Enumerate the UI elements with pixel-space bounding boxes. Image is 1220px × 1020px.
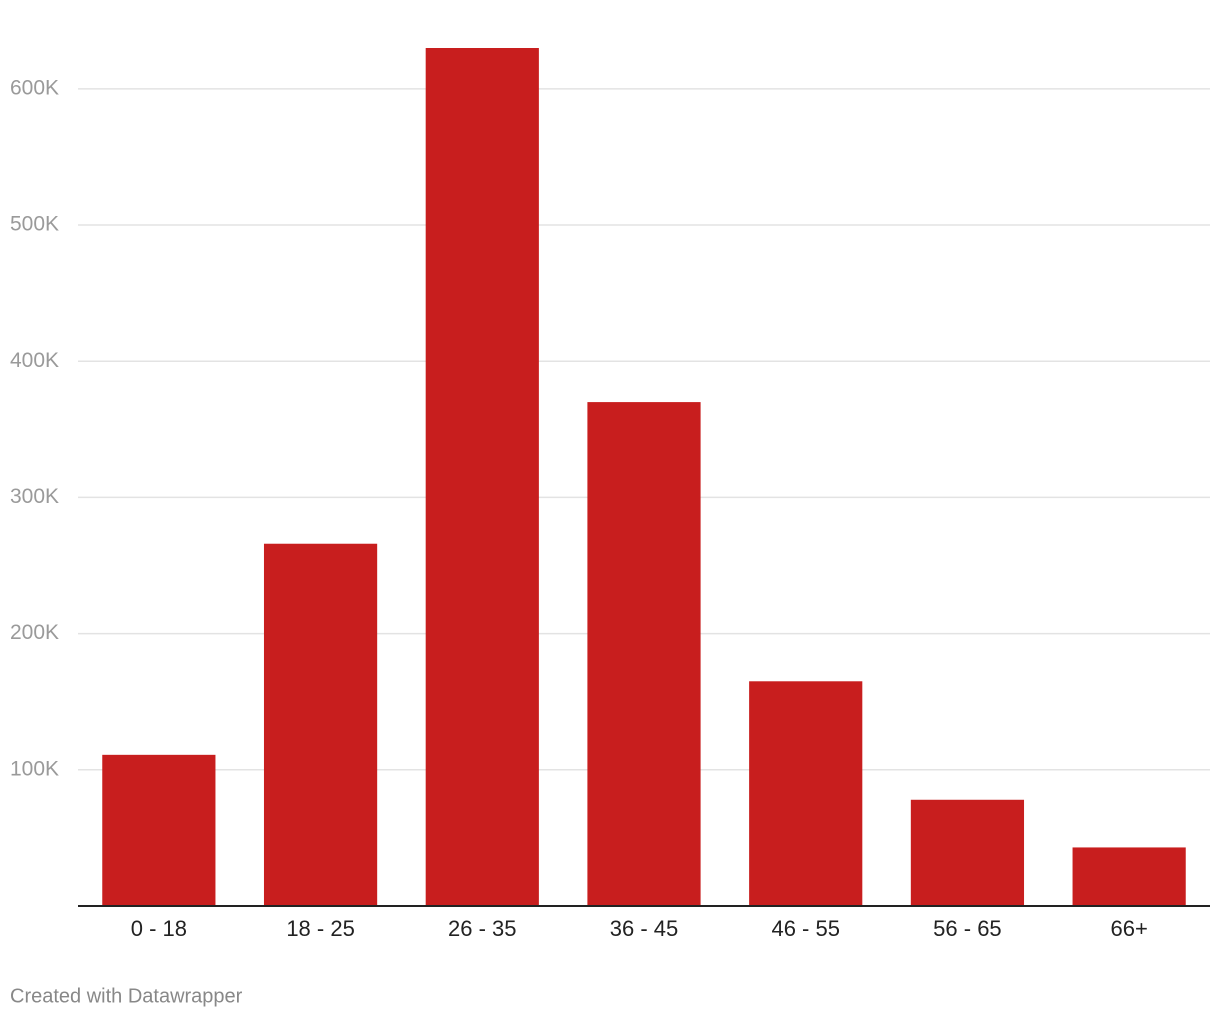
x-tick-label: 0 - 18 xyxy=(131,916,187,941)
y-tick-label: 400K xyxy=(10,349,59,372)
y-tick-label: 600K xyxy=(10,76,59,99)
y-tick-label: 200K xyxy=(10,621,59,644)
bar xyxy=(910,799,1025,906)
bar xyxy=(1072,847,1186,906)
bar xyxy=(587,402,701,906)
x-tick-label: 36 - 45 xyxy=(610,916,679,941)
bar xyxy=(425,48,539,906)
y-tick-label: 100K xyxy=(10,757,59,780)
x-tick-label: 46 - 55 xyxy=(771,916,840,941)
x-tick-label: 18 - 25 xyxy=(286,916,355,941)
x-tick-label: 56 - 65 xyxy=(933,916,1002,941)
bar xyxy=(102,754,216,906)
bar xyxy=(749,681,863,906)
y-tick-label: 300K xyxy=(10,485,59,508)
x-tick-label: 26 - 35 xyxy=(448,916,517,941)
bar xyxy=(263,543,378,906)
credit: Created with Datawrapper xyxy=(10,985,243,1007)
y-tick-label: 500K xyxy=(10,213,59,236)
x-tick-label: 66+ xyxy=(1110,916,1147,941)
